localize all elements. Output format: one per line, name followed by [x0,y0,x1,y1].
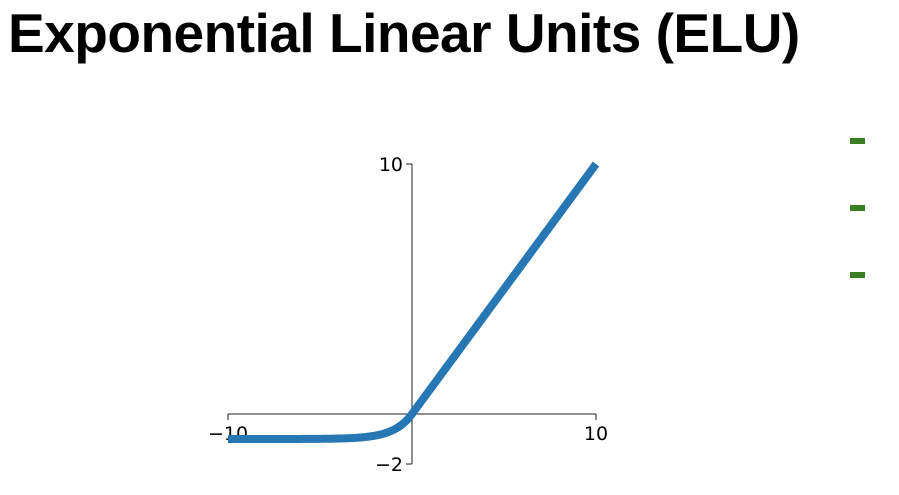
slide-title: Exponential Linear Units (ELU) [8,2,800,64]
bullet-marker [850,272,865,278]
y-tick-label: −2 [375,454,403,476]
y-tick-label: 10 [379,154,403,176]
elu-curve [224,161,600,443]
x-tick-label: 10 [584,423,608,445]
chart-series [224,161,600,443]
chart-ticks: −10 10−210 [208,154,608,476]
bullet-marker [850,205,865,211]
bullet-marker [850,138,865,144]
